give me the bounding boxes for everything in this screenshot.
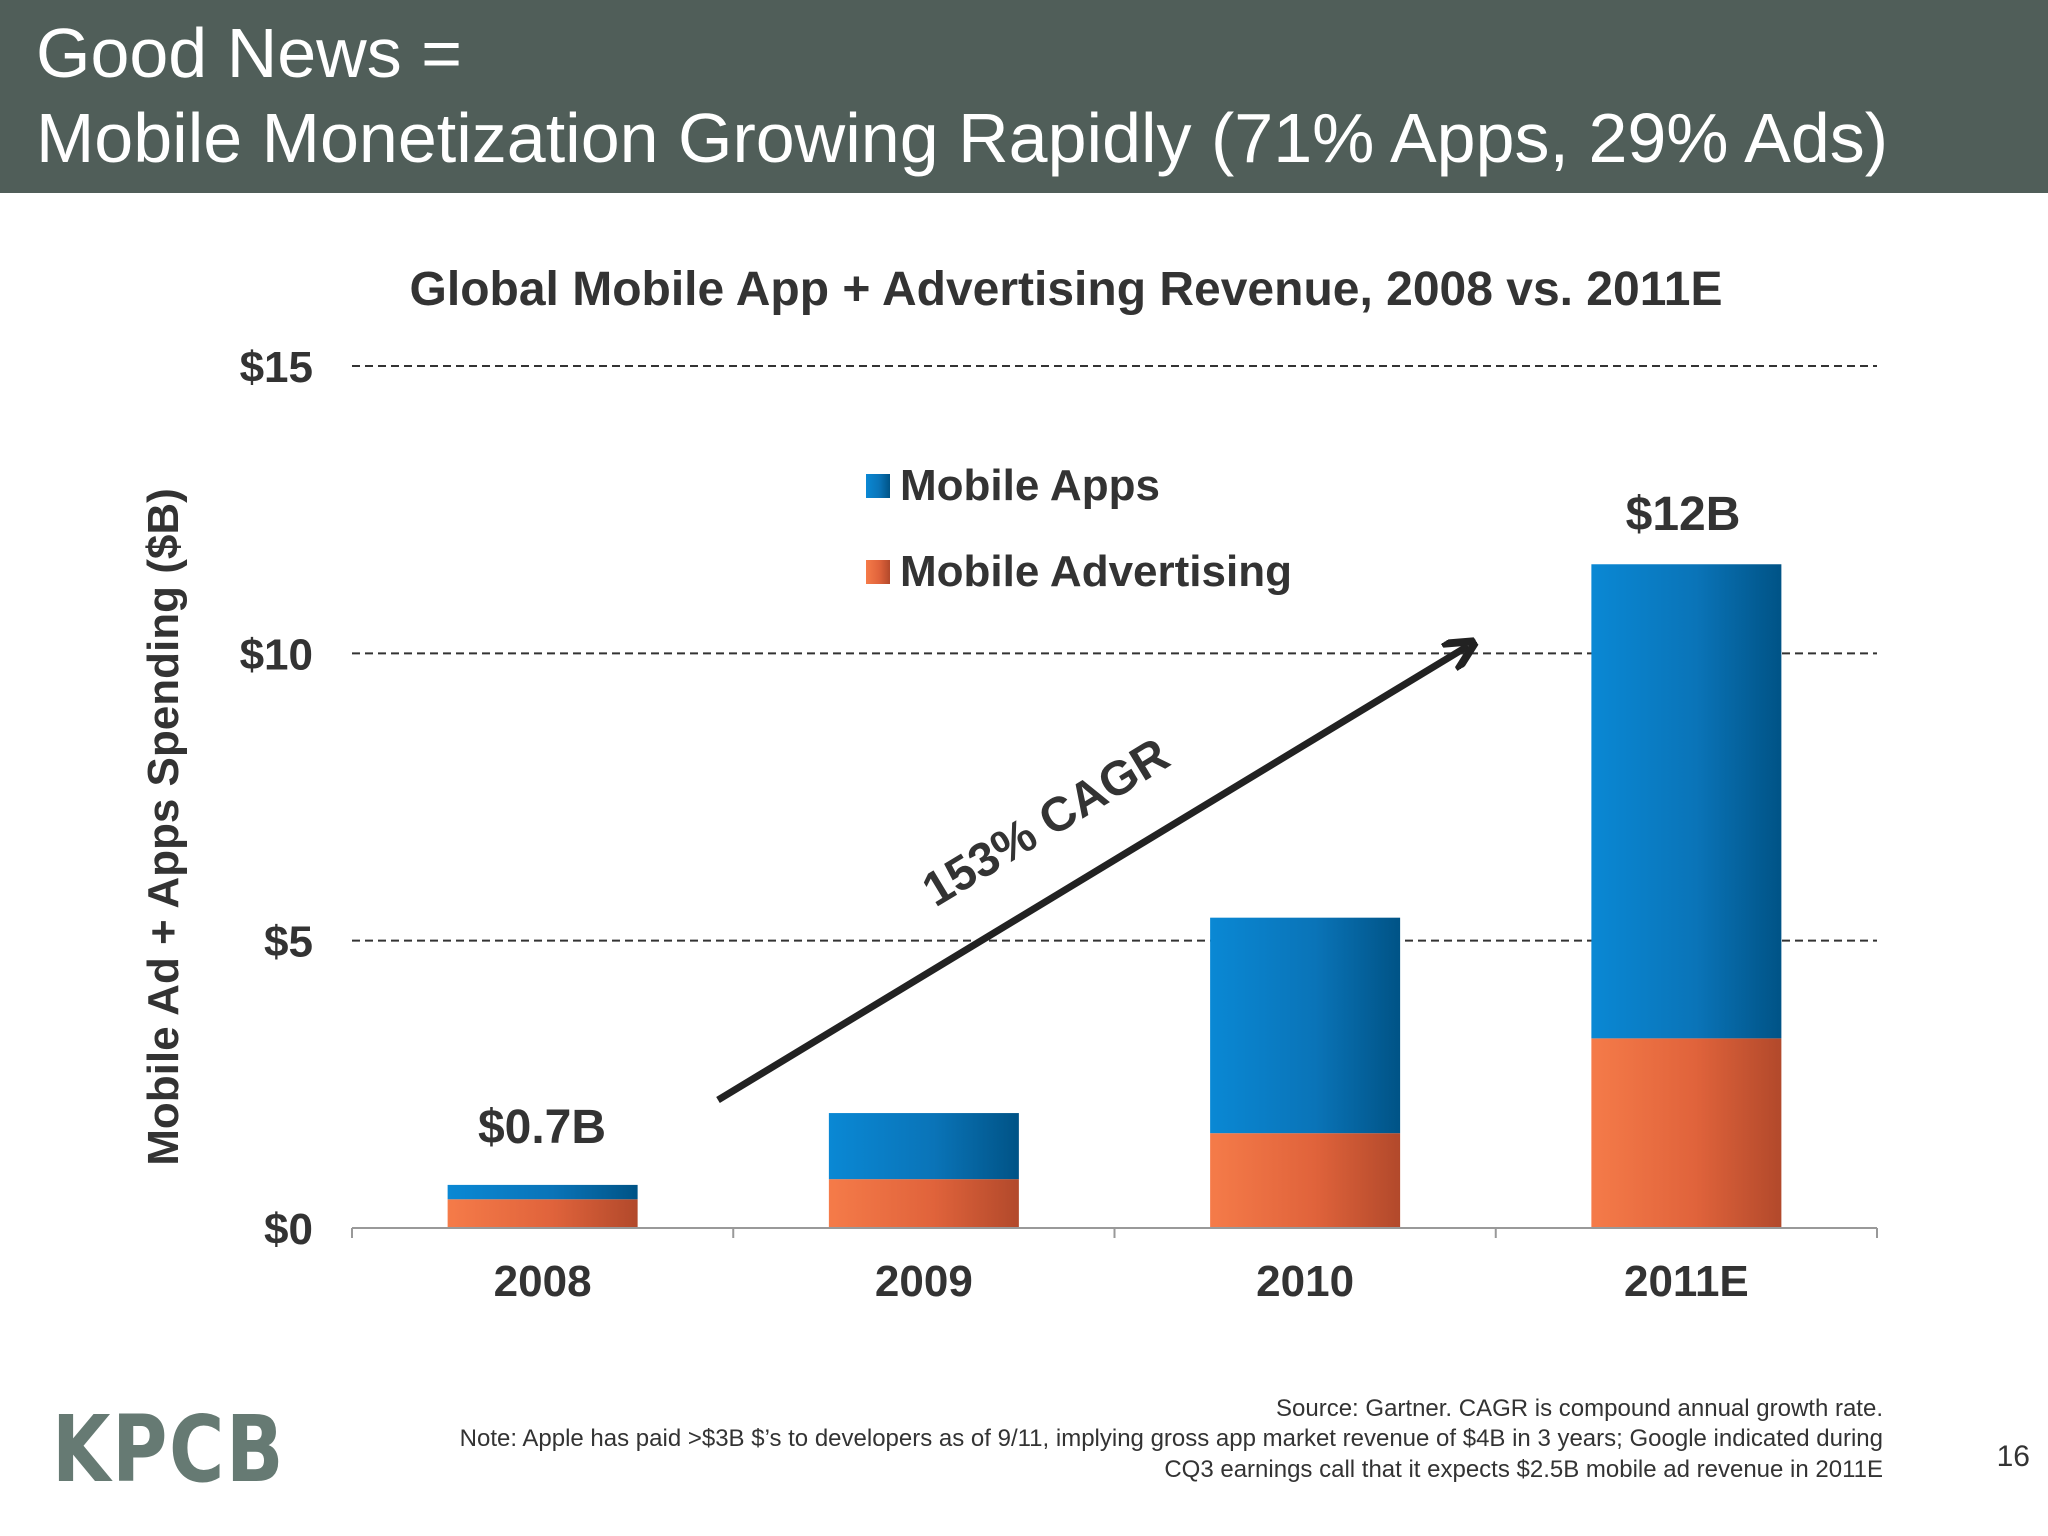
- gridlines: [352, 365, 1877, 942]
- total-label-2008: $0.7B: [478, 1101, 606, 1154]
- bar-mobile-apps-2008: [447, 1184, 638, 1200]
- legend: Mobile Apps Mobile Advertising: [866, 461, 1292, 596]
- y-tick-label-3: $15: [240, 343, 313, 392]
- slide-title-line1: Good News =: [36, 14, 463, 92]
- kpcb-logo: KPCB: [52, 1396, 286, 1503]
- slide-title-line2: Mobile Monetization Growing Rapidly (71%…: [36, 99, 1889, 177]
- bars: [447, 564, 1782, 1228]
- x-tick-label-2009: 2009: [875, 1257, 973, 1306]
- x-axis-ticks: 2008 2009 2010 2011E: [351, 1228, 1878, 1306]
- y-axis-label: Mobile Ad + Apps Spending ($B): [139, 488, 188, 1166]
- legend-label-mobile-apps: Mobile Apps: [900, 461, 1160, 510]
- bar-mobile-apps-2009: [828, 1113, 1019, 1180]
- bar-mobile-advertising-2008: [447, 1199, 638, 1228]
- bar-mobile-apps-2010: [1210, 917, 1401, 1134]
- bar-mobile-advertising-2011e: [1591, 1038, 1782, 1228]
- chart-title: Global Mobile App + Advertising Revenue,…: [410, 263, 1723, 316]
- y-tick-label-2: $10: [240, 630, 313, 679]
- x-tick-label-2011e: 2011E: [1624, 1257, 1749, 1306]
- header-bar: Good News = Mobile Monetization Growing …: [0, 0, 2048, 193]
- y-axis-ticks: $0 $5 $10 $15: [240, 343, 313, 1254]
- page-number: 16: [1996, 1440, 2030, 1473]
- cagr-label: 153% CAGR: [914, 728, 1179, 917]
- y-tick-label-1: $5: [264, 918, 313, 967]
- footnote-line2: CQ3 earnings call that it expects $2.5B …: [1164, 1456, 1883, 1483]
- legend-label-mobile-advertising: Mobile Advertising: [900, 547, 1292, 596]
- legend-swatch-mobile-advertising: [866, 560, 890, 584]
- footnote-line1: Note: Apple has paid >$3B $’s to develop…: [459, 1425, 1883, 1452]
- source-note: Source: Gartner. CAGR is compound annual…: [1276, 1395, 1883, 1422]
- bar-mobile-advertising-2009: [828, 1179, 1019, 1228]
- total-label-2011e: $12B: [1626, 488, 1741, 541]
- x-tick-label-2010: 2010: [1256, 1257, 1354, 1306]
- bar-mobile-apps-2011e: [1591, 564, 1782, 1039]
- cagr-arrow: [716, 646, 1468, 1103]
- y-tick-label-0: $0: [264, 1205, 313, 1254]
- revenue-chart: Global Mobile App + Advertising Revenue,…: [139, 263, 1878, 1306]
- x-tick-label-2008: 2008: [494, 1257, 592, 1306]
- bar-mobile-advertising-2010: [1210, 1133, 1401, 1228]
- legend-swatch-mobile-apps: [866, 474, 890, 498]
